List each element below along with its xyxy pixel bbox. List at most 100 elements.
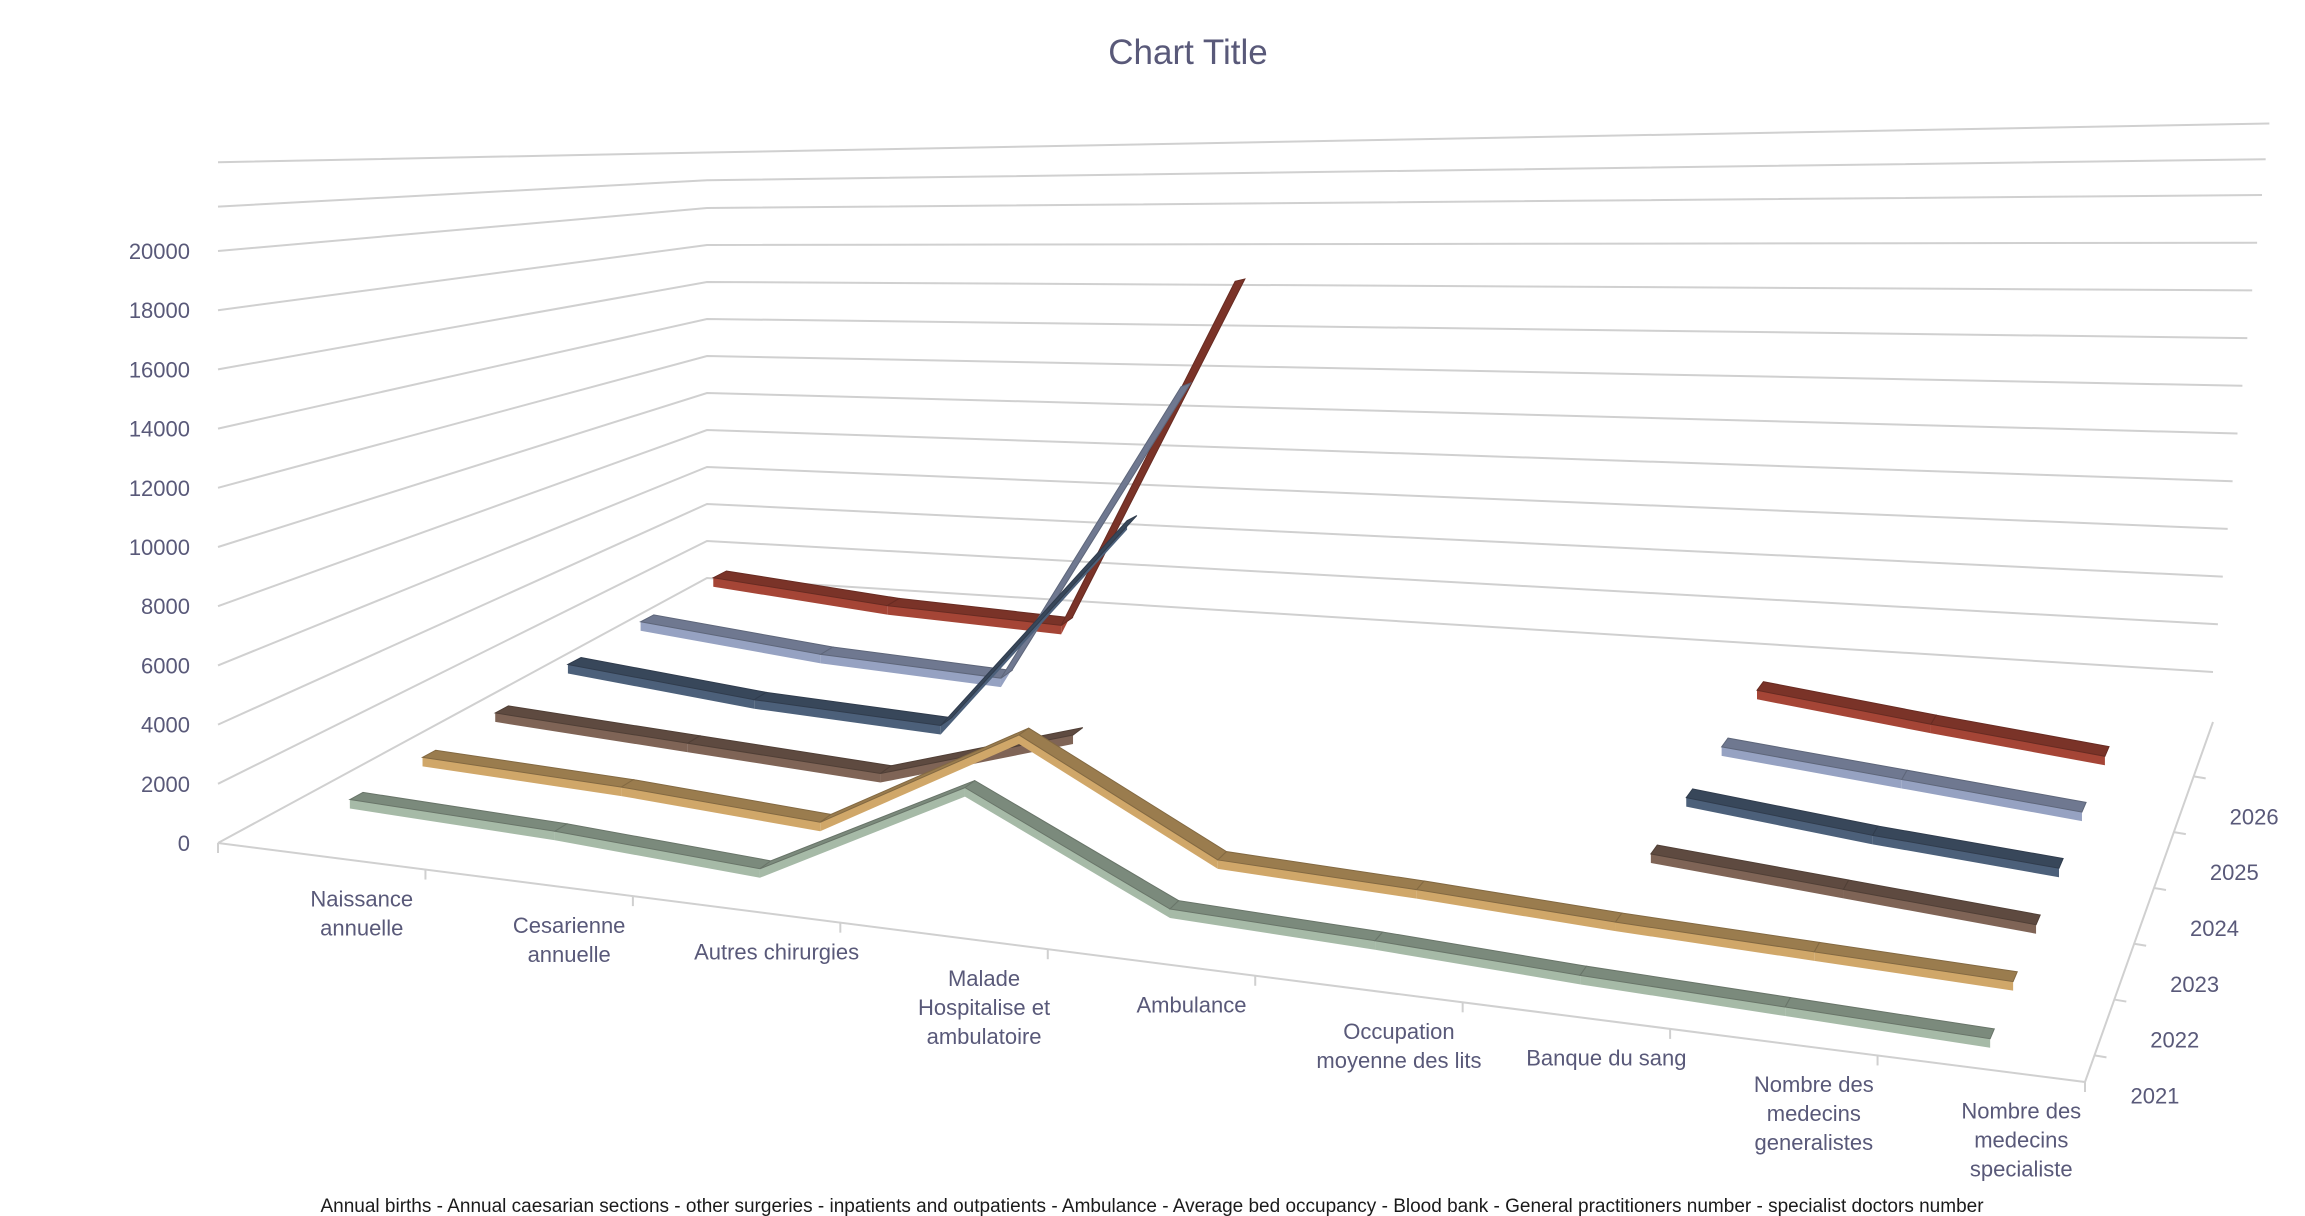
y-tick-label: 2000 [141, 772, 190, 797]
gridline [217, 122, 2270, 164]
data-point-segment [940, 515, 1138, 726]
ribbon-edge [1901, 779, 2082, 822]
y-tick-label: 4000 [141, 713, 190, 738]
data-point-segment [1842, 879, 2041, 926]
ribbon-edge [1814, 951, 2014, 991]
y-tick-label: 16000 [129, 357, 190, 382]
depth-axis: 2021 2022 2023 2024 2025 2026 [2094, 775, 2279, 1108]
y-tick-label: 20000 [129, 239, 190, 264]
ribbon-edge [1686, 797, 1873, 845]
gridline [217, 465, 2228, 667]
series-2024 [566, 515, 2064, 878]
ribbon-edge [1615, 922, 1815, 961]
ribbon-edge [1872, 835, 2060, 878]
depth-tick [2153, 886, 2167, 891]
category-label: Malade Hospitalise et ambulatoire [918, 966, 1050, 1049]
y-tick-label: 10000 [129, 535, 190, 560]
series-label: 2026 [2230, 804, 2279, 829]
gridline [217, 158, 2266, 208]
y-tick-label: 12000 [129, 476, 190, 501]
data-point-segment [1930, 714, 2110, 757]
category-label: Nombre des medecins generalistes [1754, 1072, 1874, 1155]
ribbon-edge [1375, 940, 1581, 985]
y-tick-label: 6000 [141, 653, 190, 678]
series-ribbons [348, 278, 2110, 1048]
gridline [217, 576, 2214, 844]
gridline [217, 317, 2248, 430]
category-label: Naissance annuelle [310, 886, 413, 940]
category-label: Occupation moyenne des lits [1316, 1019, 1481, 1073]
depth-tick [2114, 998, 2127, 1003]
chart-title: Chart Title [1108, 33, 1268, 72]
ribbon-edge [1785, 1007, 1991, 1048]
gridline [217, 241, 2258, 312]
data-point-segment [1000, 382, 1193, 679]
ribbon-edge [349, 799, 555, 841]
series-label: 2021 [2130, 1083, 2179, 1108]
series-2023 [493, 705, 2041, 934]
ribbon-edge [754, 699, 941, 735]
series-2022 [420, 727, 2018, 991]
data-point-segment [1901, 769, 2087, 813]
series-label: 2024 [2190, 916, 2239, 941]
ribbon-edge [1580, 975, 1786, 1017]
depth-tick [2133, 942, 2147, 947]
gridline [217, 539, 2218, 785]
depth-tick [2094, 1054, 2107, 1059]
category-label: Autres chirurgies [694, 939, 859, 964]
ribbon-edge [687, 743, 881, 783]
gridline [217, 391, 2238, 548]
series-label: 2025 [2210, 860, 2259, 885]
ribbon-edge [1757, 690, 1931, 734]
ribbon-edge [1217, 859, 1417, 899]
y-tick-label: 14000 [129, 417, 190, 442]
data-point-segment [1784, 997, 1996, 1040]
series-label: 2023 [2170, 972, 2219, 997]
data-point-segment [1871, 825, 2064, 869]
category-label: Nombre des medecins specialiste [1961, 1099, 2081, 1182]
gridline [217, 354, 2243, 489]
gridline [217, 280, 2253, 371]
grid-walls [217, 122, 2270, 1092]
ribbon-edge [495, 712, 688, 753]
ribbon-edge [1930, 724, 2105, 766]
ribbon-edge [887, 605, 1062, 635]
category-axis: Naissance annuelle Cesarienne annuelle Autre… [310, 886, 2081, 1181]
depth-tick [2173, 831, 2186, 836]
data-point-segment [964, 779, 1180, 910]
ribbon-edge [1416, 889, 1616, 932]
depth-tick [2193, 775, 2206, 780]
ribbon-edge [759, 787, 965, 878]
ribbon-edge [422, 757, 622, 797]
y-tick-label: 0 [178, 831, 190, 856]
ribbon-edge [1019, 734, 1218, 869]
series-label: 2022 [2150, 1028, 2199, 1053]
y-tick-label: 8000 [141, 594, 190, 619]
footnote: Annual births - Annual caesarian section… [320, 1196, 1984, 1216]
data-point-segment [553, 823, 773, 870]
ribbon-edge [964, 787, 1171, 919]
category-label: Banque du sang [1526, 1046, 1686, 1071]
gridline [217, 428, 2233, 608]
ribbon-edge [820, 734, 1020, 832]
data-point-segment [1060, 278, 1246, 626]
ribbon-edge [640, 621, 821, 664]
category-label: Cesarienne annuelle [513, 913, 626, 967]
ribbon-edge [1843, 889, 2037, 934]
ribbon-edge [1650, 853, 1844, 899]
gridline [217, 194, 2263, 252]
ribbon-edge [820, 654, 1001, 688]
series-2026 [711, 278, 2110, 766]
ribbon-edge [1170, 909, 1376, 950]
ribbon-edge [621, 787, 821, 832]
series-2021 [348, 779, 1996, 1048]
ribbon-edge [1721, 746, 1902, 789]
ribbon-edge [567, 664, 755, 709]
category-label: Ambulance [1136, 993, 1246, 1018]
data-point-segment [1813, 941, 2018, 983]
ribbon-edge [713, 577, 888, 615]
gridline [217, 502, 2223, 726]
ribbon-edge [554, 831, 760, 878]
y-axis: 0 2000 4000 6000 8000 10000 12000 14000 16000 180… [129, 239, 190, 856]
